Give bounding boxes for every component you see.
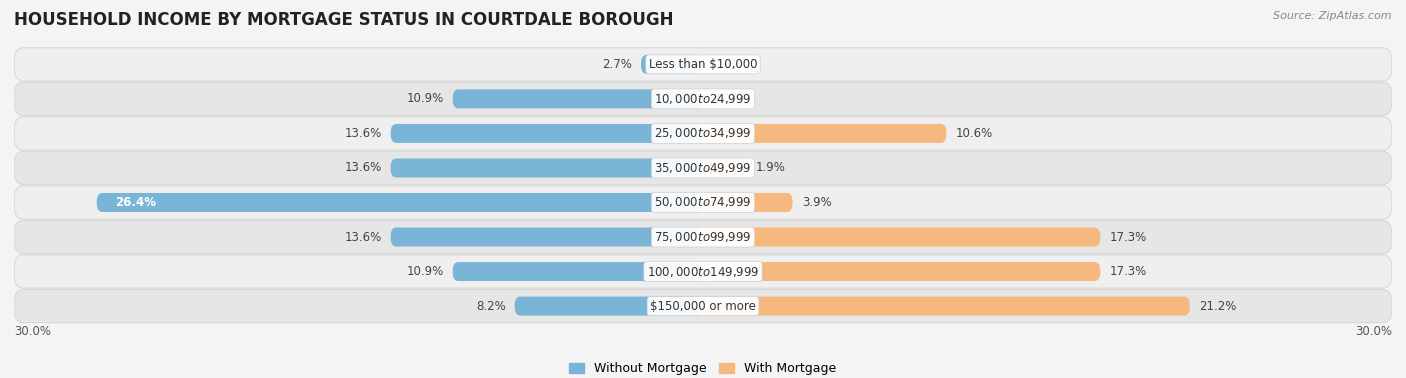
FancyBboxPatch shape — [391, 124, 703, 143]
FancyBboxPatch shape — [703, 193, 793, 212]
FancyBboxPatch shape — [14, 151, 1392, 184]
Text: $10,000 to $24,999: $10,000 to $24,999 — [654, 92, 752, 106]
FancyBboxPatch shape — [14, 290, 1392, 323]
Text: $75,000 to $99,999: $75,000 to $99,999 — [654, 230, 752, 244]
Text: 13.6%: 13.6% — [344, 161, 381, 175]
Text: 10.9%: 10.9% — [406, 92, 443, 105]
FancyBboxPatch shape — [391, 228, 703, 246]
FancyBboxPatch shape — [453, 89, 703, 108]
Text: $100,000 to $149,999: $100,000 to $149,999 — [647, 265, 759, 279]
FancyBboxPatch shape — [703, 158, 747, 177]
FancyBboxPatch shape — [453, 262, 703, 281]
Text: 8.2%: 8.2% — [475, 300, 506, 313]
Text: $25,000 to $34,999: $25,000 to $34,999 — [654, 126, 752, 140]
FancyBboxPatch shape — [703, 297, 1189, 316]
Text: HOUSEHOLD INCOME BY MORTGAGE STATUS IN COURTDALE BOROUGH: HOUSEHOLD INCOME BY MORTGAGE STATUS IN C… — [14, 11, 673, 29]
Text: 1.9%: 1.9% — [756, 161, 786, 175]
Text: Source: ZipAtlas.com: Source: ZipAtlas.com — [1274, 11, 1392, 21]
Text: 13.6%: 13.6% — [344, 127, 381, 140]
Text: 17.3%: 17.3% — [1109, 265, 1147, 278]
Text: 13.6%: 13.6% — [344, 231, 381, 243]
Text: 10.9%: 10.9% — [406, 265, 443, 278]
Text: $150,000 or more: $150,000 or more — [650, 300, 756, 313]
FancyBboxPatch shape — [515, 297, 703, 316]
Text: $50,000 to $74,999: $50,000 to $74,999 — [654, 195, 752, 209]
Text: 30.0%: 30.0% — [14, 325, 51, 338]
FancyBboxPatch shape — [391, 158, 703, 177]
Text: 10.6%: 10.6% — [956, 127, 993, 140]
Text: 21.2%: 21.2% — [1199, 300, 1236, 313]
FancyBboxPatch shape — [641, 55, 703, 74]
Text: Less than $10,000: Less than $10,000 — [648, 58, 758, 71]
FancyBboxPatch shape — [14, 117, 1392, 150]
Legend: Without Mortgage, With Mortgage: Without Mortgage, With Mortgage — [564, 357, 842, 378]
FancyBboxPatch shape — [14, 82, 1392, 115]
Text: 0.0%: 0.0% — [713, 92, 742, 105]
FancyBboxPatch shape — [14, 220, 1392, 254]
FancyBboxPatch shape — [14, 255, 1392, 288]
Text: 0.0%: 0.0% — [713, 58, 742, 71]
FancyBboxPatch shape — [97, 193, 703, 212]
FancyBboxPatch shape — [703, 262, 1101, 281]
FancyBboxPatch shape — [14, 48, 1392, 81]
Text: 17.3%: 17.3% — [1109, 231, 1147, 243]
Text: 26.4%: 26.4% — [115, 196, 156, 209]
Text: $35,000 to $49,999: $35,000 to $49,999 — [654, 161, 752, 175]
FancyBboxPatch shape — [703, 124, 946, 143]
FancyBboxPatch shape — [703, 228, 1101, 246]
FancyBboxPatch shape — [14, 186, 1392, 219]
Text: 30.0%: 30.0% — [1355, 325, 1392, 338]
Text: 3.9%: 3.9% — [801, 196, 831, 209]
Text: 2.7%: 2.7% — [602, 58, 631, 71]
